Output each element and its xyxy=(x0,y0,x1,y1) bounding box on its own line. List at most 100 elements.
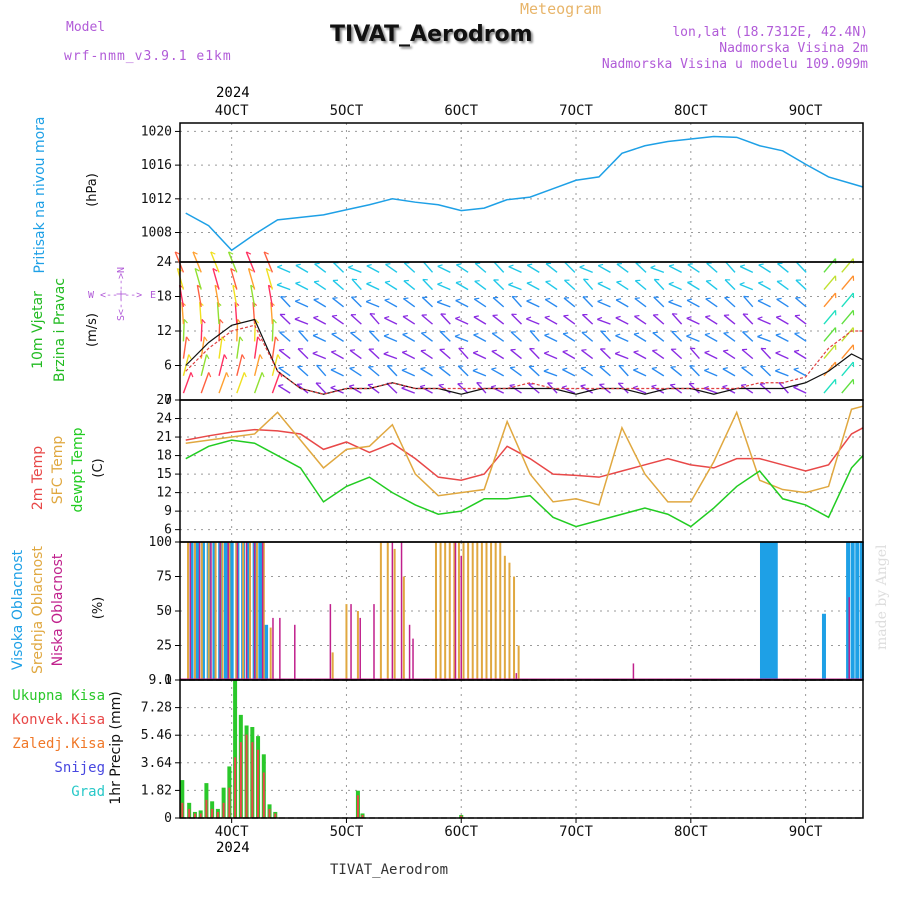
wind-barb-head xyxy=(562,349,568,353)
wind-barb-head xyxy=(401,368,407,371)
credit-watermark: made by Angel xyxy=(874,544,890,651)
wind-barb xyxy=(651,385,665,394)
cloud-mid-bar xyxy=(262,542,265,680)
y-tick-label-temp: 21 xyxy=(156,430,172,445)
wind-barb xyxy=(236,372,246,394)
wind-barb-head xyxy=(794,332,800,335)
cloud-high-bar xyxy=(223,542,228,680)
wind-barb xyxy=(703,387,718,394)
wind-barb-head xyxy=(543,368,549,372)
wind-barb xyxy=(236,354,243,377)
precip-convective-bar xyxy=(460,815,463,818)
wind-barb-head xyxy=(703,385,709,389)
wind-barb-head xyxy=(530,330,536,332)
wind-barb-head xyxy=(526,281,532,284)
cloud-low-bar xyxy=(454,542,457,680)
wind-barb xyxy=(526,282,540,291)
top-year: 2024 xyxy=(216,85,250,101)
x-tick-label-bottom: 5OCT xyxy=(330,824,364,840)
wind-barb-head xyxy=(670,383,676,386)
wind-barb xyxy=(438,366,451,377)
wind-barb xyxy=(230,268,238,290)
cloud-mid-bar xyxy=(193,542,196,680)
precip-total-bar xyxy=(180,780,185,818)
wind-barb-head xyxy=(183,318,188,324)
wind-barb-head xyxy=(705,297,711,300)
wind-barb xyxy=(597,282,611,291)
precip-convective-bar xyxy=(222,802,225,818)
wind-barb xyxy=(196,285,202,307)
model-name: wrf-nmm_v3.9.1 e1km xyxy=(64,49,232,64)
wind-barb xyxy=(742,331,754,342)
wind-barb xyxy=(651,349,665,360)
wind-barb xyxy=(252,302,256,325)
wind-barb xyxy=(723,332,736,342)
cloud-low-bar xyxy=(350,604,352,680)
cloud-high-bar xyxy=(258,542,263,680)
cloud-high-bar xyxy=(200,542,205,680)
x-tick-label-top: 5OCT xyxy=(330,103,364,119)
wind-barb-head xyxy=(366,263,372,267)
x-tick-label-bottom: 9OCT xyxy=(789,824,823,840)
wind-barb xyxy=(581,314,594,325)
cloud-low-bar xyxy=(412,638,414,680)
wind-barb-head xyxy=(230,267,236,272)
wind-barb-head xyxy=(241,354,246,360)
compass-we-arrow: <--|--> xyxy=(100,290,142,301)
wind-barb xyxy=(508,266,522,273)
wind-barb xyxy=(455,317,469,325)
wind-barb xyxy=(314,263,327,273)
wind-barb xyxy=(473,316,487,325)
cloud-mid-bar xyxy=(513,576,516,680)
y-tick-label-cloud: 25 xyxy=(156,639,172,654)
x-tick-label-top: 6OCT xyxy=(444,103,478,119)
y-tick-label-cloud: 100 xyxy=(149,535,172,550)
wind-barb-head xyxy=(384,298,390,301)
wind-barb xyxy=(510,349,522,360)
y-tick-label-cloud: 75 xyxy=(156,570,172,585)
wind-barb xyxy=(705,280,718,291)
wind-barb xyxy=(758,264,771,273)
wind-barb xyxy=(386,365,398,377)
wind-barb-head xyxy=(314,280,320,283)
cloud-mid-bar xyxy=(207,542,210,680)
wind-barb xyxy=(543,352,558,360)
wind-barb xyxy=(633,333,647,342)
wind-barb-head xyxy=(203,336,208,342)
wind-barb-head xyxy=(597,316,603,320)
wind-barb xyxy=(704,316,718,325)
wind-barb xyxy=(509,367,522,377)
cloud-mid-bar xyxy=(457,542,460,680)
wind-barb-head xyxy=(722,367,728,370)
wind-barb-head xyxy=(436,299,443,303)
cloud-low-bar xyxy=(400,542,403,680)
wind-barb-head xyxy=(272,318,277,324)
y-tick-label-wind: 6 xyxy=(164,359,172,374)
wind-barb xyxy=(473,334,487,342)
x-tick-label-top: 4OCT xyxy=(215,103,249,119)
wind-barb-head xyxy=(332,314,338,317)
wind-barb-head xyxy=(295,263,301,266)
wind-barb-head xyxy=(349,384,355,387)
wind-barb xyxy=(297,348,309,360)
wind-barb xyxy=(367,366,380,377)
wind-barb xyxy=(330,351,344,360)
cloud-low-bar xyxy=(261,542,264,680)
wind-barb-head xyxy=(743,295,749,298)
wind-barb xyxy=(544,316,558,325)
wind-barb-head xyxy=(543,350,550,354)
precip-convective-bar xyxy=(251,742,254,818)
wind-barb xyxy=(564,279,576,291)
wind-barb xyxy=(823,344,837,360)
wind-barb xyxy=(618,364,629,377)
wind-barb xyxy=(599,366,611,377)
wind-barb-head xyxy=(331,350,337,353)
wind-barb xyxy=(333,262,345,273)
precip-convective-bar xyxy=(181,802,184,818)
wind-barb-head xyxy=(650,265,656,269)
cloud-mid-bar xyxy=(242,542,245,680)
cloud-high-bar xyxy=(229,542,234,680)
wind-barb-head xyxy=(545,280,551,283)
panel-bg-precip xyxy=(180,680,863,818)
cloud-mid-bar xyxy=(255,542,258,680)
